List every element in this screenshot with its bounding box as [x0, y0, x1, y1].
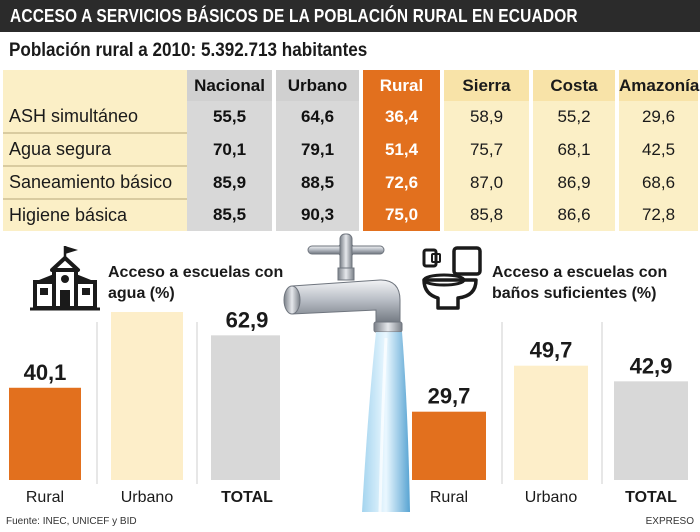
table-cell: 72,6 — [363, 166, 440, 199]
page-subtitle: Población rural a 2010: 5.392.713 habita… — [9, 40, 368, 61]
services-table: Nacional Urbano Rural Sierra Costa Amazo… — [3, 70, 699, 231]
table-cell: 68,6 — [619, 166, 698, 199]
data-label: 49,7 — [530, 338, 573, 363]
table-cell: 72,8 — [619, 199, 698, 231]
title-bar: ACCESO A SERVICIOS BÁSICOS DE LA POBLACI… — [0, 0, 700, 32]
table-row: Saneamiento básico 85,9 88,5 72,6 87,0 86,9 68… — [3, 166, 698, 200]
row-label: ASH simultáneo — [3, 101, 187, 134]
table-cell: 88,5 — [276, 166, 359, 199]
table-header-row: Nacional Urbano Rural Sierra Costa Amazo… — [3, 70, 699, 101]
column-header: Amazonía — [619, 70, 699, 101]
table-cell: 86,6 — [533, 199, 615, 231]
column-header: Rural — [363, 70, 440, 101]
category-label: Urbano — [525, 489, 578, 506]
publisher-credit: EXPRESO — [645, 516, 694, 527]
table-cell: 29,6 — [619, 101, 698, 133]
category-label: Urbano — [121, 489, 174, 506]
table-cell: 75,0 — [363, 199, 440, 231]
table-cell: 55,5 — [187, 101, 272, 133]
table-cell: 70,1 — [187, 133, 272, 166]
table-cell: 75,7 — [444, 133, 529, 166]
chart-toilet-bars: 29,7 Rural 49,7 Urbano 42,9 TOTAL — [412, 322, 688, 506]
school-building-icon — [30, 244, 100, 319]
row-label: Saneamiento básico — [3, 166, 187, 200]
data-label: 62,9 — [226, 312, 269, 332]
table-cell: 36,4 — [363, 101, 440, 133]
table-row: ASH simultáneo 55,5 64,6 36,4 58,9 55,2 29,6 — [3, 101, 698, 134]
bar-rural — [9, 387, 81, 480]
column-header: Costa — [533, 70, 615, 101]
row-label: Agua segura — [3, 133, 187, 167]
bar-total — [614, 381, 688, 480]
bar-rural — [412, 411, 486, 480]
table-cell: 55,2 — [533, 101, 615, 133]
table-cell: 90,3 — [276, 199, 359, 231]
table-cell: 51,4 — [363, 133, 440, 166]
chart-title-toilets: Acceso a escuelas con baños suficientes … — [492, 264, 668, 302]
column-header: Sierra — [444, 70, 529, 101]
table-cell: 85,8 — [444, 199, 529, 231]
category-label: Rural — [430, 489, 468, 506]
table-cell: 85,5 — [187, 199, 272, 231]
table-cell: 68,1 — [533, 133, 615, 166]
data-label: 40,1 — [24, 360, 67, 385]
table-header-blank — [3, 70, 187, 101]
bar-urbano — [514, 365, 588, 480]
table-cell: 79,1 — [276, 133, 359, 166]
chart-title-water: Acceso a escuelas con agua (%) — [108, 264, 284, 302]
table-cell: 85,9 — [187, 166, 272, 199]
toilet-icon — [418, 246, 484, 317]
page-title: ACCESO A SERVICIOS BÁSICOS DE LA POBLACI… — [10, 6, 578, 26]
data-label: 42,9 — [630, 353, 673, 378]
table-cell: 58,9 — [444, 101, 529, 133]
category-label: TOTAL — [625, 489, 677, 506]
source-note: Fuente: INEC, UNICEF y BID — [6, 516, 137, 527]
table-cell: 42,5 — [619, 133, 698, 166]
row-label: Higiene básica — [3, 199, 187, 231]
faucet-icon — [282, 228, 422, 517]
bar-total — [211, 335, 280, 480]
table-row: Agua segura 70,1 79,1 51,4 75,7 68,1 42,5 — [3, 133, 698, 167]
table-cell: 86,9 — [533, 166, 615, 199]
table-cell: 64,6 — [276, 101, 359, 133]
table-cell: 87,0 — [444, 166, 529, 199]
column-header: Urbano — [276, 70, 359, 101]
data-label: 29,7 — [428, 384, 471, 409]
column-header: Nacional — [187, 70, 272, 101]
category-label: TOTAL — [221, 489, 273, 506]
table-row: Higiene básica 85,5 90,3 75,0 85,8 86,6 72,8 — [3, 199, 698, 231]
category-label: Rural — [26, 489, 64, 506]
bar-urbano — [111, 312, 183, 480]
